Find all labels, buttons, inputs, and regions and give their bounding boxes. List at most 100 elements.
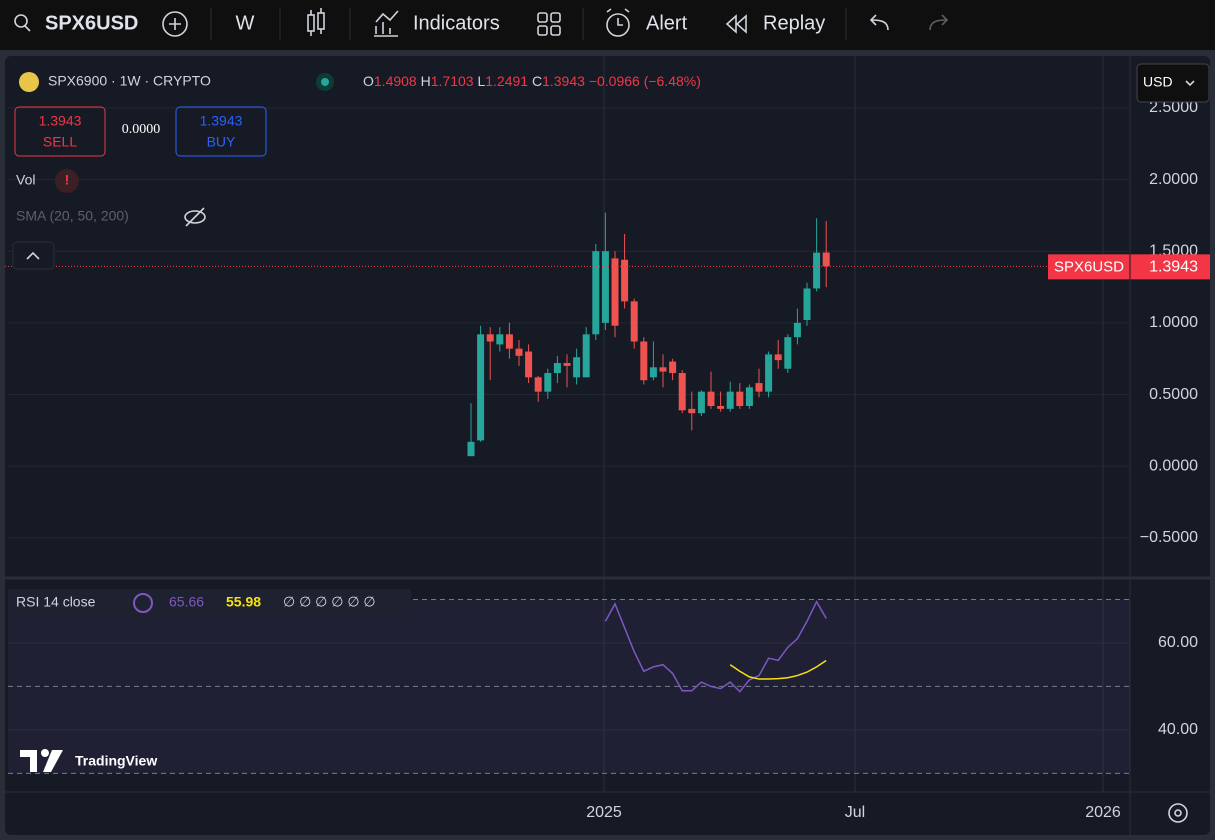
- rsi-line: [604, 600, 827, 693]
- candle-body: [534, 377, 542, 392]
- candle-body: [525, 351, 533, 378]
- candle-body: [573, 357, 581, 378]
- indicators-button[interactable]: Indicators: [374, 10, 500, 37]
- high-value: 1.7103: [431, 73, 474, 89]
- rsi-icon: [133, 593, 153, 613]
- ohlc: O1.4908 H1.7103 L1.2491 C1.3943 −0.0966 …: [363, 73, 701, 89]
- last-price: 1.3943: [1149, 259, 1198, 276]
- candle-body: [563, 363, 571, 366]
- rsi-value: 65.66: [169, 594, 204, 610]
- y-tick-label: 60.00: [1158, 634, 1198, 651]
- sell-price: 1.3943: [39, 113, 82, 129]
- replay-button[interactable]: Replay: [725, 12, 825, 34]
- add-symbol[interactable]: [162, 11, 188, 37]
- y-tick-label: −0.5000: [1140, 529, 1198, 546]
- chart-style[interactable]: [307, 8, 325, 36]
- candle-body: [649, 367, 657, 378]
- change: −0.0966: [589, 73, 640, 89]
- spread: 0.0000: [122, 122, 161, 137]
- buy-label: BUY: [207, 134, 236, 150]
- collapse-legend[interactable]: [12, 241, 55, 270]
- y-tick-label: 0.5000: [1149, 386, 1198, 403]
- market-status-dot: [321, 78, 329, 86]
- candle-body: [659, 367, 667, 372]
- sell-label: SELL: [43, 134, 77, 150]
- rsi-line: [729, 659, 827, 680]
- candle-body: [669, 361, 677, 374]
- change-percent: (−6.48%): [644, 73, 701, 89]
- buy-button[interactable]: 1.3943 BUY: [175, 106, 267, 157]
- y-tick-label: 1.0000: [1149, 314, 1198, 331]
- candle-body: [630, 301, 638, 342]
- warning-icon: !: [65, 172, 70, 188]
- y-tick-label: 40.00: [1158, 721, 1198, 738]
- candle-body: [486, 334, 494, 342]
- candle-body: [784, 337, 792, 369]
- candle-body: [697, 391, 705, 414]
- rsi-ma-value: 55.98: [226, 594, 261, 610]
- sell-button[interactable]: 1.3943 SELL: [14, 106, 106, 157]
- symbol-logo: [19, 72, 39, 92]
- rsi-label: RSI 14 close: [16, 594, 96, 610]
- replay: Replay: [763, 12, 825, 34]
- candle-body: [505, 334, 513, 349]
- candle-body: [765, 354, 773, 392]
- high-label: H: [421, 73, 431, 89]
- price-tag: SPX6USD: [1054, 258, 1124, 275]
- tradingview-logo: TradingView: [20, 749, 157, 772]
- volume-warning[interactable]: [55, 169, 79, 193]
- alert: Alert: [646, 12, 688, 34]
- candle-body: [592, 251, 600, 335]
- time-grid: [603, 56, 1104, 792]
- candle-body: [736, 391, 744, 406]
- candle-body: [717, 406, 725, 409]
- candle-body: [496, 334, 504, 345]
- redo[interactable]: [929, 14, 949, 31]
- rsi-extra: ∅ ∅ ∅ ∅ ∅ ∅: [283, 594, 376, 610]
- candle-body: [582, 334, 590, 378]
- candle-body: [601, 251, 609, 323]
- chart-title: SPX6900 · 1W · CRYPTO: [48, 73, 211, 89]
- alert-button[interactable]: Alert: [606, 8, 688, 37]
- candle-body: [793, 322, 801, 338]
- open-label: O: [363, 73, 374, 89]
- price-tag-bg: [1048, 254, 1210, 280]
- low-value: 1.2491: [485, 73, 528, 89]
- settings[interactable]: [1168, 803, 1188, 823]
- time-label: Jul: [845, 804, 865, 821]
- candle-body: [678, 373, 686, 411]
- y-tick-label: 0.0000: [1149, 457, 1198, 474]
- currency-select[interactable]: USD: [1136, 63, 1210, 103]
- y-tick-label: 2.0000: [1149, 171, 1198, 188]
- candle-body: [611, 258, 619, 326]
- sma-label: SMA (20, 50, 200): [16, 208, 129, 224]
- layouts[interactable]: [537, 12, 561, 36]
- close-value: 1.3943: [542, 73, 585, 89]
- candle-body: [803, 288, 811, 320]
- time-label: 2026: [1085, 804, 1121, 821]
- sma-hidden[interactable]: [184, 207, 206, 227]
- candle-body: [755, 383, 763, 392]
- rsi-legend-bg: [8, 589, 411, 619]
- candle-body: [688, 408, 696, 414]
- logo-text: TradingView: [75, 753, 157, 769]
- plot: −0.50000.00000.50001.00001.50002.00002.5…: [5, 99, 1210, 774]
- symbol: SPX6USD: [45, 12, 138, 34]
- buy-price: 1.3943: [200, 113, 243, 129]
- candle-body: [813, 252, 821, 289]
- open-value: 1.4908: [374, 73, 417, 89]
- candle-body: [726, 391, 734, 409]
- candle-body: [515, 348, 523, 356]
- volume-label: Vol: [16, 172, 35, 188]
- candle-body: [477, 334, 485, 441]
- interval[interactable]: W: [236, 12, 255, 34]
- candle-body: [544, 373, 552, 392]
- candle-body: [467, 441, 475, 457]
- undo[interactable]: [869, 14, 889, 31]
- candle-body: [621, 259, 629, 302]
- candle-body: [640, 341, 648, 381]
- candle-body: [553, 363, 561, 374]
- currency: USD: [1143, 74, 1173, 90]
- symbol-search[interactable]: SPX6USD: [14, 12, 138, 34]
